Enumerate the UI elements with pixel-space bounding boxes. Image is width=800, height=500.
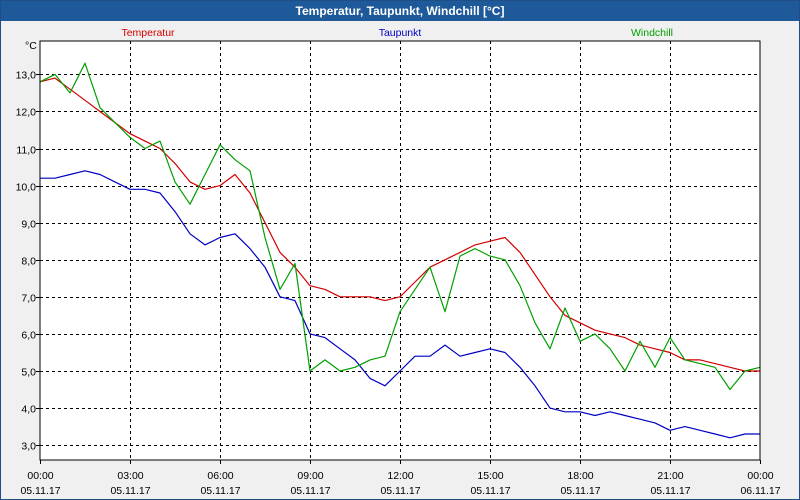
- y-tick-label: 6,0: [21, 330, 36, 342]
- x-tick-date: 05.11.17: [110, 485, 150, 497]
- y-tick-label: 9,0: [21, 219, 36, 231]
- axes: 3,0 4,0 5,0 6,0 7,0 8,0 9,0 10,0 11,0 12,0 13,0 00:…: [16, 70, 781, 498]
- series-line-taupunkt: [40, 170, 760, 439]
- x-tick-time: 12:00: [387, 470, 413, 482]
- series-line-windchill: [39, 62, 761, 391]
- y-tick-label: 5,0: [21, 367, 36, 379]
- x-tick-time: 00:00: [27, 470, 53, 482]
- series-line-temperatur: [39, 77, 760, 372]
- x-tick-time: 06:00: [207, 470, 233, 482]
- series-group: [39, 62, 761, 439]
- x-tick-time: 09:00: [297, 470, 323, 482]
- x-tick-date: 05.11.17: [290, 485, 330, 497]
- y-tick-label: 13,0: [16, 70, 37, 82]
- x-tick-time: 03:00: [117, 470, 143, 482]
- grid: [40, 41, 760, 460]
- y-tick-label: 7,0: [21, 293, 36, 305]
- y-tick-label: 8,0: [21, 256, 36, 268]
- y-tick-label: 12,0: [16, 107, 37, 119]
- y-tick-label: 4,0: [21, 404, 36, 416]
- window-title: Temperatur, Taupunkt, Windchill [°C]: [1, 1, 799, 21]
- y-axis-unit: °C: [25, 40, 37, 52]
- legend-windchill: Windchill: [631, 27, 673, 39]
- x-tick-time: 15:00: [477, 470, 503, 482]
- x-tick-date: 05.11.17: [470, 485, 510, 497]
- y-tick-label: 3,0: [21, 441, 36, 453]
- legend-taupunkt: Taupunkt: [379, 27, 422, 39]
- x-tick-date: 05.11.17: [560, 485, 600, 497]
- x-tick-date: 05.11.17: [380, 485, 420, 497]
- y-tick-label: 11,0: [16, 145, 36, 157]
- x-tick-time: 00:00: [747, 470, 773, 482]
- legend-temperatur: Temperatur: [121, 27, 175, 39]
- x-tick-date: 05.11.17: [650, 485, 690, 497]
- x-tick-date: 05.11.17: [20, 485, 60, 497]
- x-tick-time: 21:00: [657, 470, 683, 482]
- x-tick-date: 05.11.17: [200, 485, 240, 497]
- y-tick-label: 10,0: [16, 182, 37, 194]
- x-tick-date: 06.11.17: [740, 485, 780, 497]
- x-tick-time: 18:00: [567, 470, 593, 482]
